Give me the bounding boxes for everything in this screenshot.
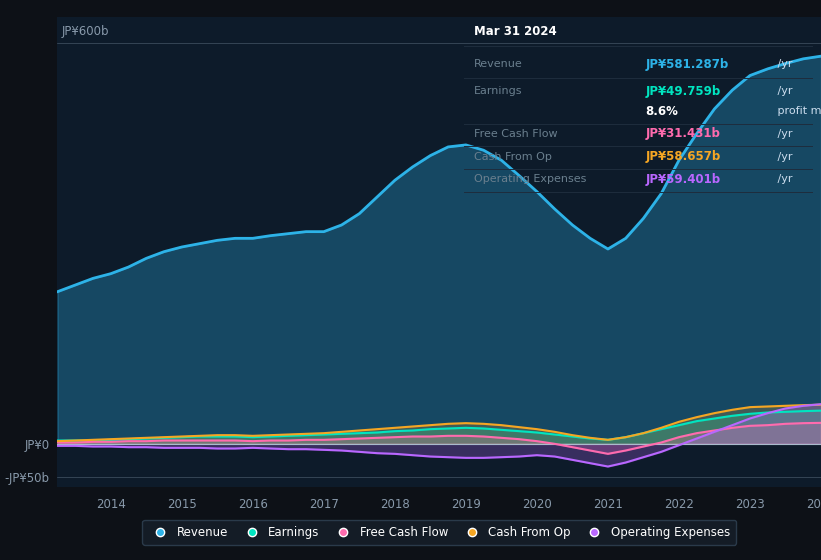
Text: /yr: /yr (774, 59, 793, 69)
Text: Earnings: Earnings (475, 86, 523, 96)
Text: Mar 31 2024: Mar 31 2024 (475, 25, 557, 38)
Text: Revenue: Revenue (475, 59, 523, 69)
Text: Cash From Op: Cash From Op (475, 152, 553, 162)
Text: JP¥31.431b: JP¥31.431b (645, 127, 720, 141)
Text: JP¥49.759b: JP¥49.759b (645, 85, 721, 98)
Text: JP¥581.287b: JP¥581.287b (645, 58, 728, 71)
Text: /yr: /yr (774, 86, 793, 96)
Text: 8.6%: 8.6% (645, 105, 678, 118)
Text: profit margin: profit margin (774, 106, 821, 116)
Text: JP¥600b: JP¥600b (62, 25, 109, 38)
Text: /yr: /yr (774, 175, 793, 184)
Text: Free Cash Flow: Free Cash Flow (475, 129, 558, 139)
Text: /yr: /yr (774, 129, 793, 139)
Text: /yr: /yr (774, 152, 793, 162)
Text: JP¥59.401b: JP¥59.401b (645, 173, 721, 186)
Legend: Revenue, Earnings, Free Cash Flow, Cash From Op, Operating Expenses: Revenue, Earnings, Free Cash Flow, Cash … (143, 520, 736, 545)
Text: JP¥58.657b: JP¥58.657b (645, 150, 721, 163)
Text: Operating Expenses: Operating Expenses (475, 175, 587, 184)
